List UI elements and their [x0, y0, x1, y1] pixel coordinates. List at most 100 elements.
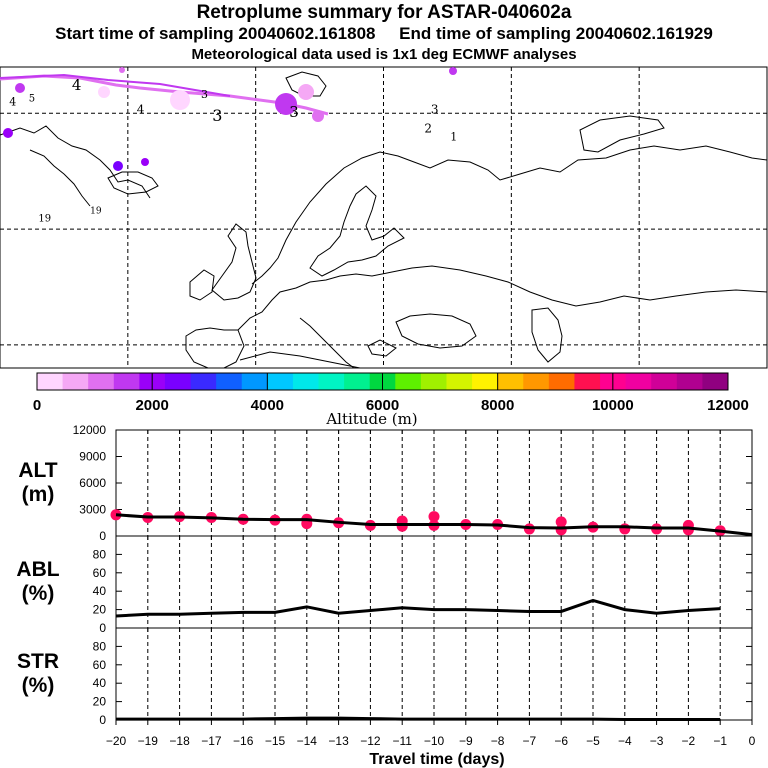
colorbar-cell [702, 373, 729, 390]
x-tick-label: −6 [554, 734, 568, 748]
y-tick-label: 0 [99, 621, 106, 635]
panel-title: STR [17, 650, 59, 673]
y-tick-label: 40 [93, 676, 107, 690]
y-tick-label: 0 [99, 529, 106, 543]
data-point [428, 511, 440, 523]
colorbar-cell [344, 373, 371, 390]
x-tick-label: −9 [459, 734, 473, 748]
y-tick-label: 60 [93, 566, 107, 580]
y-tick-label: 40 [93, 584, 107, 598]
altitude-colorbar: 0 2000 4000 6000 8000 10000 12000 Altitude (m) [33, 372, 749, 428]
y-tick-label: 0 [99, 713, 106, 727]
map-day-label: 19 [90, 207, 102, 217]
plume-dot [170, 90, 190, 110]
colorbar-cell [113, 373, 140, 390]
colorbar-cell [241, 373, 268, 390]
x-tick-label: −18 [169, 734, 190, 748]
panel-unit: (%) [22, 582, 55, 605]
colorbar-cell [651, 373, 678, 390]
colorbar-title: Altitude (m) [325, 410, 417, 428]
plume-dot [298, 84, 314, 100]
colorbar-tick-label: 6000 [366, 397, 399, 414]
start-time-label: Start time of sampling 20040602.161808 [55, 24, 376, 43]
panel-str: 0 20 40 60 80 STR(%) [17, 627, 753, 727]
x-tick-label: −2 [682, 734, 696, 748]
y-tick-label: 3000 [79, 503, 106, 517]
plume-dot [312, 110, 324, 122]
panel-unit: (m) [22, 483, 55, 506]
series-line [115, 513, 753, 537]
colorbar-cell [472, 373, 499, 390]
panel-title: ABL [16, 558, 59, 581]
plume-dot [141, 158, 149, 166]
x-tick-label: −15 [265, 734, 286, 748]
colorbar-cell [497, 373, 524, 390]
sampling-times: Start time of sampling 20040602.161808 E… [0, 24, 768, 44]
plume-dot [3, 128, 13, 138]
x-tick-label: −3 [650, 734, 664, 748]
x-tick-label: −17 [201, 734, 222, 748]
data-point [619, 523, 631, 535]
plume-dot [275, 93, 297, 115]
series-line [116, 716, 721, 722]
colorbar-cell [548, 373, 575, 390]
colorbar-cell [292, 373, 320, 390]
y-tick-label: 80 [93, 547, 107, 561]
colorbar-cell [446, 373, 473, 390]
y-tick-label: 9000 [79, 450, 106, 464]
colorbar-cell [88, 373, 115, 390]
panel-alt: 0 3000 6000 9000 12000 ALT(m) [18, 423, 753, 543]
x-tick-label: −11 [392, 734, 412, 748]
timeseries-panels: 030006000900012000ALT(m)020406080ABL(%)0… [16, 423, 755, 768]
panel-title: ALT [18, 459, 57, 482]
map-day-label: 19 [38, 213, 51, 224]
series-line [115, 598, 721, 618]
x-tick-label: −7 [523, 734, 537, 748]
x-tick-label: −16 [233, 734, 254, 748]
map-day-label: 3 [212, 106, 222, 125]
colorbar-tick-label: 8000 [481, 397, 514, 414]
x-tick-label: −19 [138, 734, 159, 748]
x-tick-label: −5 [586, 734, 600, 748]
colorbar-cell [395, 373, 422, 390]
y-tick-label: 12000 [73, 423, 107, 437]
panel-unit: (%) [22, 674, 55, 697]
colorbar-tick-label: 12000 [707, 397, 749, 414]
colorbar-cell [318, 373, 345, 390]
colorbar-cell [574, 373, 601, 390]
colorbar-cell [676, 373, 703, 390]
y-tick-label: 60 [93, 658, 107, 672]
colorbar-cell [267, 373, 294, 390]
map-day-label: 3 [431, 102, 439, 116]
x-tick-label: −10 [424, 734, 445, 748]
x-tick-label: −4 [618, 734, 632, 748]
panel-abl: 0 20 40 60 80 ABL(%) [16, 535, 753, 635]
x-tick-label: −13 [328, 734, 349, 748]
colorbar-cell [216, 373, 243, 390]
plume-dot [15, 83, 25, 93]
map-day-label: 4 [137, 102, 145, 116]
y-tick-label: 80 [93, 639, 107, 653]
x-tick-label: −1 [713, 734, 727, 748]
map-day-label: 4 [72, 76, 82, 94]
map-day-label: 3 [289, 103, 299, 121]
coastlines [0, 71, 768, 369]
x-tick-label: −14 [297, 734, 318, 748]
page-title: Retroplume summary for ASTAR-040602a [196, 2, 572, 23]
colorbar-cell [523, 373, 550, 390]
colorbar-cell [37, 373, 64, 390]
colorbar-tick-label: 10000 [592, 397, 634, 414]
y-tick-label: 20 [93, 603, 107, 617]
x-tick-label: 0 [749, 734, 756, 748]
x-axis-title: Travel time (days) [369, 751, 504, 768]
y-tick-label: 6000 [79, 476, 106, 490]
y-tick-label: 20 [93, 695, 107, 709]
plume-dot [98, 86, 110, 98]
map-day-label: 5 [29, 94, 35, 105]
colorbar-cell [164, 373, 192, 390]
plume-dot [113, 161, 123, 171]
colorbar-tick-label: 2000 [135, 397, 168, 414]
